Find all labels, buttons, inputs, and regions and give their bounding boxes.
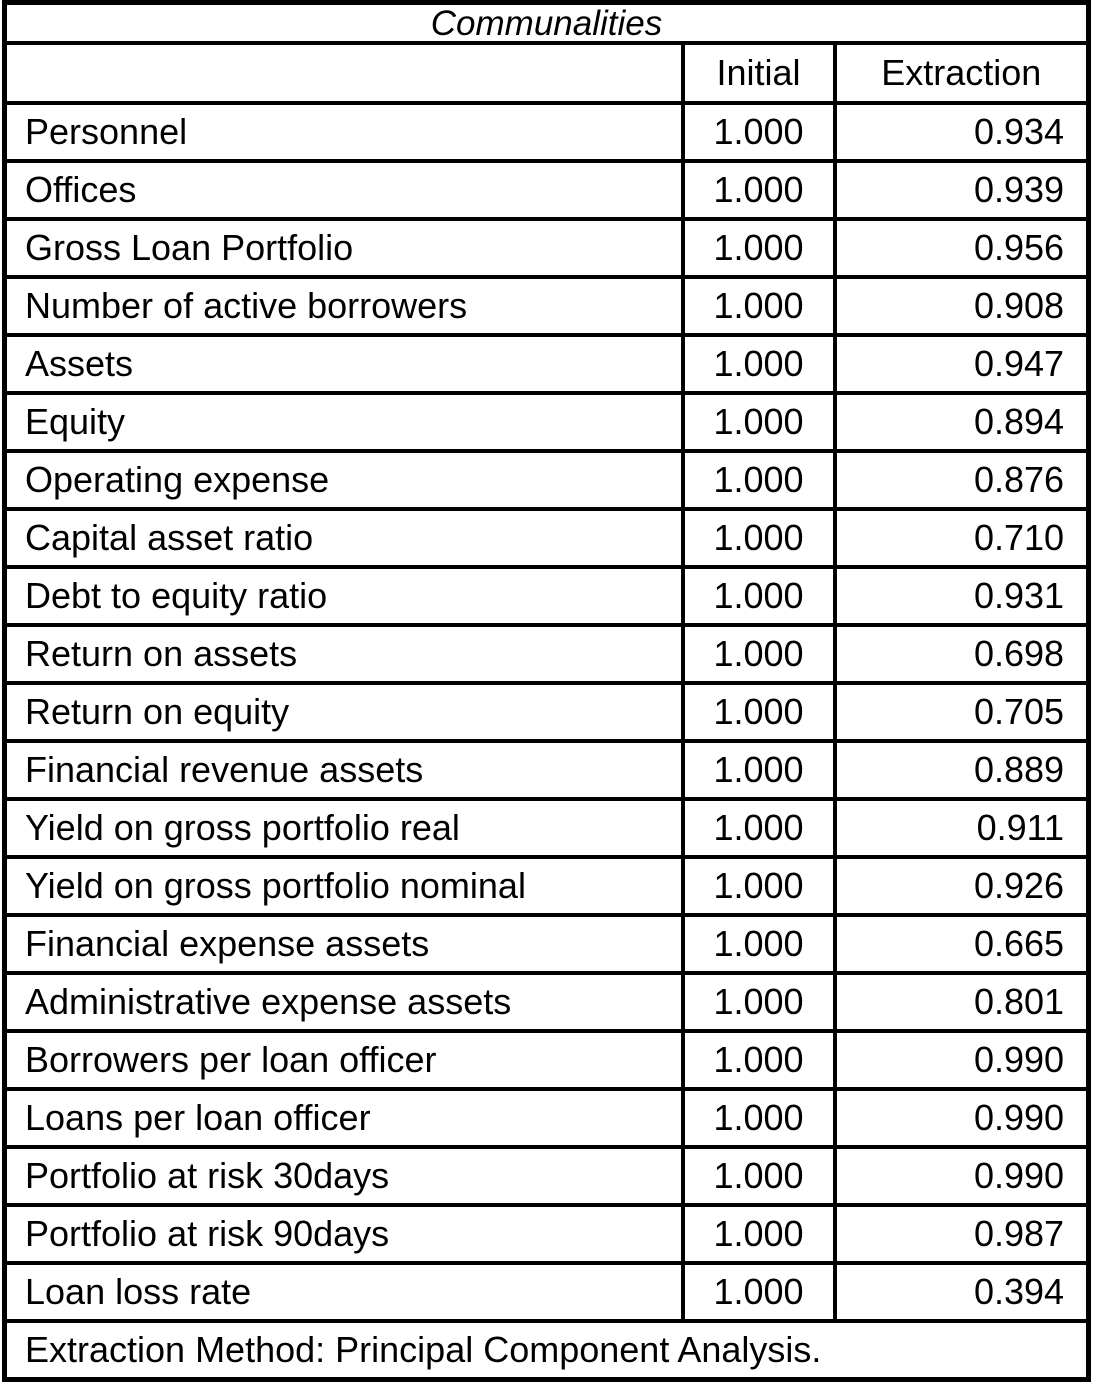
extraction-value-cell: 0.801 bbox=[832, 971, 1091, 1033]
row-label-cell: Loans per loan officer bbox=[2, 1087, 685, 1149]
initial-value-cell: 1.000 bbox=[680, 739, 837, 801]
table-row: Loans per loan officer 1.000 0.990 bbox=[2, 1087, 1091, 1149]
extraction-value-cell: 0.990 bbox=[832, 1145, 1091, 1207]
extraction-value-cell: 0.665 bbox=[832, 913, 1091, 975]
extraction-value-cell: 0.926 bbox=[832, 855, 1091, 917]
initial-value-cell: 1.000 bbox=[680, 507, 837, 569]
column-header-initial: Initial bbox=[680, 41, 837, 105]
row-label-cell: Offices bbox=[2, 159, 685, 221]
row-label-cell: Return on equity bbox=[2, 681, 685, 743]
table-row: Portfolio at risk 90days 1.000 0.987 bbox=[2, 1203, 1091, 1265]
row-label-cell: Portfolio at risk 30days bbox=[2, 1145, 685, 1207]
initial-value-cell: 1.000 bbox=[680, 449, 837, 511]
initial-value-cell: 1.000 bbox=[680, 275, 837, 337]
row-label-cell: Yield on gross portfolio real bbox=[2, 797, 685, 859]
row-label-cell: Administrative expense assets bbox=[2, 971, 685, 1033]
table-row: Return on assets 1.000 0.698 bbox=[2, 623, 1091, 685]
table-header-row: Initial Extraction bbox=[2, 41, 1091, 105]
row-label-cell: Capital asset ratio bbox=[2, 507, 685, 569]
extraction-value-cell: 0.931 bbox=[832, 565, 1091, 627]
initial-value-cell: 1.000 bbox=[680, 101, 837, 163]
extraction-value-cell: 0.889 bbox=[832, 739, 1091, 801]
table-title: Communalities bbox=[2, 0, 1091, 45]
initial-value-cell: 1.000 bbox=[680, 913, 837, 975]
row-label-cell: Borrowers per loan officer bbox=[2, 1029, 685, 1091]
initial-value-cell: 1.000 bbox=[680, 1029, 837, 1091]
row-label-cell: Financial revenue assets bbox=[2, 739, 685, 801]
table-row: Offices 1.000 0.939 bbox=[2, 159, 1091, 221]
extraction-value-cell: 0.908 bbox=[832, 275, 1091, 337]
initial-value-cell: 1.000 bbox=[680, 1203, 837, 1265]
initial-value-cell: 1.000 bbox=[680, 681, 837, 743]
table-row: Yield on gross portfolio nominal 1.000 0.9… bbox=[2, 855, 1091, 917]
row-label-cell: Yield on gross portfolio nominal bbox=[2, 855, 685, 917]
initial-value-cell: 1.000 bbox=[680, 1145, 837, 1207]
initial-value-cell: 1.000 bbox=[680, 797, 837, 859]
extraction-value-cell: 0.990 bbox=[832, 1087, 1091, 1149]
table-row: Number of active borrowers 1.000 0.908 bbox=[2, 275, 1091, 337]
table-row: Equity 1.000 0.894 bbox=[2, 391, 1091, 453]
row-label-cell: Return on assets bbox=[2, 623, 685, 685]
table-row: Operating expense 1.000 0.876 bbox=[2, 449, 1091, 511]
column-header-extraction: Extraction bbox=[832, 41, 1091, 105]
extraction-value-cell: 0.876 bbox=[832, 449, 1091, 511]
extraction-value-cell: 0.698 bbox=[832, 623, 1091, 685]
row-label-cell: Debt to equity ratio bbox=[2, 565, 685, 627]
table-title-row: Communalities bbox=[2, 0, 1091, 45]
row-label-cell: Personnel bbox=[2, 101, 685, 163]
extraction-method-note: Extraction Method: Principal Component A… bbox=[2, 1319, 1091, 1382]
initial-value-cell: 1.000 bbox=[680, 1087, 837, 1149]
table-row: Financial expense assets 1.000 0.665 bbox=[2, 913, 1091, 975]
row-label-cell: Equity bbox=[2, 391, 685, 453]
initial-value-cell: 1.000 bbox=[680, 565, 837, 627]
table-row: Loan loss rate 1.000 0.394 bbox=[2, 1261, 1091, 1323]
extraction-value-cell: 0.705 bbox=[832, 681, 1091, 743]
column-header-blank bbox=[2, 41, 685, 105]
initial-value-cell: 1.000 bbox=[680, 1261, 837, 1323]
row-label-cell: Gross Loan Portfolio bbox=[2, 217, 685, 279]
table-row: Portfolio at risk 30days 1.000 0.990 bbox=[2, 1145, 1091, 1207]
initial-value-cell: 1.000 bbox=[680, 217, 837, 279]
initial-value-cell: 1.000 bbox=[680, 971, 837, 1033]
initial-value-cell: 1.000 bbox=[680, 623, 837, 685]
extraction-value-cell: 0.394 bbox=[832, 1261, 1091, 1323]
extraction-value-cell: 0.894 bbox=[832, 391, 1091, 453]
table-row: Capital asset ratio 1.000 0.710 bbox=[2, 507, 1091, 569]
table-row: Gross Loan Portfolio 1.000 0.956 bbox=[2, 217, 1091, 279]
row-label-cell: Operating expense bbox=[2, 449, 685, 511]
initial-value-cell: 1.000 bbox=[680, 159, 837, 221]
row-label-cell: Loan loss rate bbox=[2, 1261, 685, 1323]
table-row: Assets 1.000 0.947 bbox=[2, 333, 1091, 395]
extraction-value-cell: 0.934 bbox=[832, 101, 1091, 163]
extraction-value-cell: 0.710 bbox=[832, 507, 1091, 569]
table-row: Debt to equity ratio 1.000 0.931 bbox=[2, 565, 1091, 627]
extraction-value-cell: 0.990 bbox=[832, 1029, 1091, 1091]
table-row: Personnel 1.000 0.934 bbox=[2, 101, 1091, 163]
extraction-value-cell: 0.911 bbox=[832, 797, 1091, 859]
initial-value-cell: 1.000 bbox=[680, 391, 837, 453]
extraction-value-cell: 0.987 bbox=[832, 1203, 1091, 1265]
initial-value-cell: 1.000 bbox=[680, 333, 837, 395]
table-footnote-row: Extraction Method: Principal Component A… bbox=[2, 1319, 1091, 1382]
table-row: Borrowers per loan officer 1.000 0.990 bbox=[2, 1029, 1091, 1091]
extraction-value-cell: 0.956 bbox=[832, 217, 1091, 279]
row-label-cell: Assets bbox=[2, 333, 685, 395]
table-row: Financial revenue assets 1.000 0.889 bbox=[2, 739, 1091, 801]
table-row: Administrative expense assets 1.000 0.801 bbox=[2, 971, 1091, 1033]
table-row: Yield on gross portfolio real 1.000 0.911 bbox=[2, 797, 1091, 859]
table-row: Return on equity 1.000 0.705 bbox=[2, 681, 1091, 743]
row-label-cell: Number of active borrowers bbox=[2, 275, 685, 337]
initial-value-cell: 1.000 bbox=[680, 855, 837, 917]
row-label-cell: Portfolio at risk 90days bbox=[2, 1203, 685, 1265]
extraction-value-cell: 0.939 bbox=[832, 159, 1091, 221]
table-body: Personnel 1.000 0.934 Offices 1.000 0.939 Gros… bbox=[2, 101, 1091, 1323]
row-label-cell: Financial expense assets bbox=[2, 913, 685, 975]
extraction-value-cell: 0.947 bbox=[832, 333, 1091, 395]
